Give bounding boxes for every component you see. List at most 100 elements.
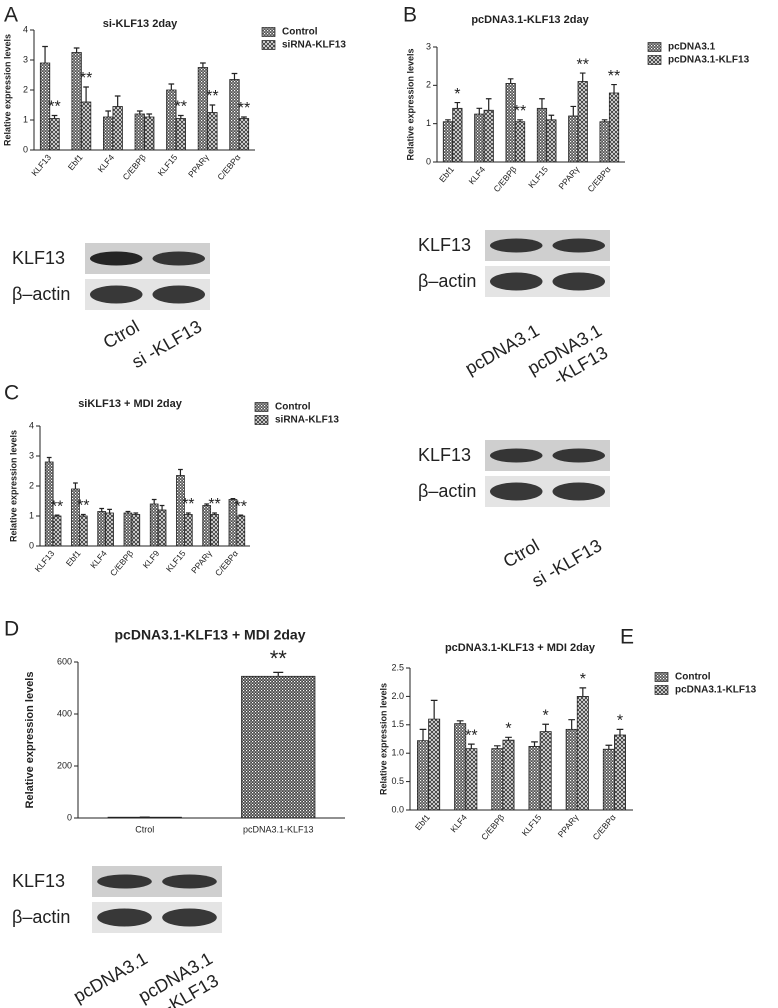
blot-label: β–actin — [418, 481, 476, 501]
blot-band — [490, 238, 543, 253]
significance-label: ** — [51, 498, 63, 515]
bar — [238, 118, 250, 151]
significance-label: ** — [208, 496, 220, 513]
error-bar — [83, 86, 89, 102]
blot-label: KLF13 — [418, 235, 471, 255]
bar — [71, 52, 82, 151]
bar — [97, 511, 107, 547]
significance-label: ** — [48, 99, 60, 116]
blot-band — [490, 482, 543, 501]
significance-label: * — [454, 86, 460, 103]
error-bar — [430, 699, 438, 720]
bar — [474, 113, 485, 163]
legend-label: Control — [282, 27, 318, 38]
bar — [577, 81, 588, 163]
error-bar — [159, 504, 165, 510]
significance-label: * — [543, 707, 549, 724]
y-axis-label: Relative expression levels — [405, 48, 415, 160]
error-bar — [177, 114, 184, 119]
panel-letter: B — [403, 4, 417, 27]
y-tick-label: 0 — [23, 144, 28, 154]
significance-label: ** — [465, 727, 477, 744]
legend-label: Control — [275, 402, 311, 413]
error-bar — [568, 719, 576, 730]
y-tick-label: 0.5 — [391, 776, 404, 786]
legend-swatch — [254, 402, 269, 412]
bar — [536, 107, 548, 163]
error-bar — [114, 95, 121, 107]
blot-band — [90, 285, 143, 304]
error-bar — [601, 119, 608, 122]
error-bar — [570, 105, 577, 116]
blot-band — [97, 908, 152, 927]
error-bar — [178, 468, 183, 476]
bar — [568, 115, 579, 163]
blot-band — [490, 448, 543, 463]
error-bar — [485, 98, 492, 111]
bar — [157, 509, 167, 547]
y-tick-label: 2 — [29, 480, 34, 490]
blot-band — [90, 251, 143, 266]
y-tick-label: 1 — [29, 510, 34, 520]
error-bar — [73, 482, 78, 489]
bar — [428, 718, 441, 811]
y-tick-label: 200 — [57, 760, 72, 770]
legend-swatch — [647, 55, 662, 65]
blot-band — [162, 874, 217, 889]
blot-band — [162, 908, 217, 927]
error-bar — [548, 114, 555, 120]
blot-label: β–actin — [418, 271, 476, 291]
bar — [207, 112, 218, 151]
significance-label: * — [617, 713, 623, 730]
significance-label: ** — [80, 70, 92, 87]
y-axis-label: Relative expression levels — [8, 430, 18, 542]
legend-swatch — [654, 685, 669, 695]
bar — [144, 116, 155, 151]
y-tick-label: 2 — [23, 84, 28, 94]
y-tick-label: 2.0 — [391, 691, 404, 701]
bar — [183, 514, 193, 547]
bar — [123, 512, 133, 547]
significance-label: * — [505, 721, 511, 738]
y-tick-label: 0.0 — [391, 804, 404, 814]
blot-band — [152, 251, 205, 266]
bar — [608, 92, 620, 163]
significance-label: ** — [175, 99, 187, 116]
y-axis-label: Relative expression levels — [2, 34, 12, 146]
error-bar — [42, 45, 48, 63]
bar — [112, 106, 123, 151]
error-bar — [107, 508, 112, 513]
bar — [236, 515, 246, 547]
y-tick-label: 2.5 — [391, 662, 404, 672]
significance-label: ** — [514, 103, 526, 120]
chart-title: pcDNA3.1-KLF13 + MDI 2day — [445, 642, 596, 654]
bar — [52, 515, 62, 547]
error-bar — [146, 113, 153, 117]
error-bar — [531, 741, 538, 747]
error-bar — [209, 104, 216, 113]
error-bar — [273, 671, 284, 677]
y-tick-label: 4 — [29, 420, 34, 430]
error-bar — [517, 119, 523, 122]
bar — [454, 723, 467, 811]
error-bar — [212, 512, 217, 515]
error-bar — [476, 107, 483, 115]
error-bar — [125, 510, 131, 513]
bar — [442, 121, 454, 163]
error-bar — [80, 513, 86, 516]
bar — [175, 118, 186, 151]
y-tick-label: 3 — [29, 450, 34, 460]
bar — [49, 118, 60, 151]
y-tick-label: 1 — [23, 114, 28, 124]
significance-label: ** — [77, 498, 89, 515]
significance-label: ** — [235, 498, 247, 515]
legend-label: siRNA-KLF13 — [282, 40, 346, 51]
blot-label: KLF13 — [418, 445, 471, 465]
bar — [105, 512, 114, 547]
error-bar — [151, 498, 157, 504]
error-bar — [611, 83, 617, 93]
y-tick-label: 0 — [29, 540, 34, 550]
error-bar — [507, 78, 514, 84]
